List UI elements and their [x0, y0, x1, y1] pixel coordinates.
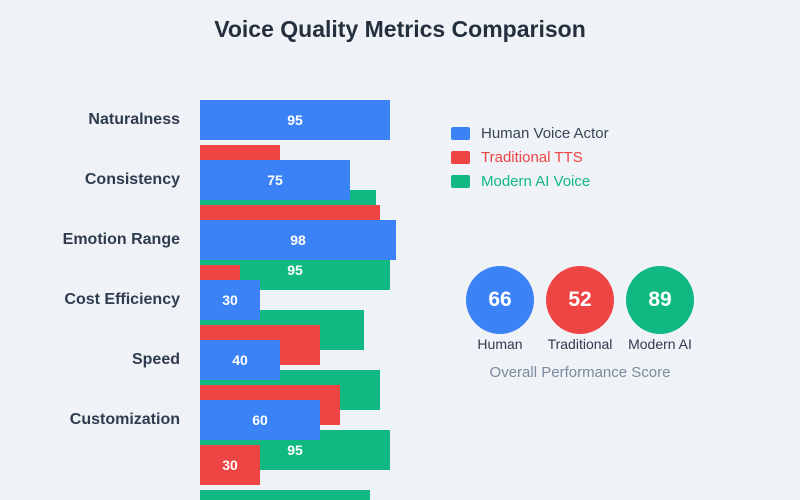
- score-label: Modern AI: [628, 336, 692, 352]
- bar-value-label: 98: [290, 232, 306, 248]
- score-circle-modern-ai: 89: [626, 266, 694, 334]
- bar-human: 95: [200, 100, 390, 140]
- bar-human: 40: [200, 340, 280, 380]
- legend-label: Modern AI Voice: [481, 172, 591, 190]
- bar-value-label: 30: [222, 457, 238, 473]
- legend-item: Traditional TTS: [451, 145, 609, 169]
- bar-human: 75: [200, 160, 350, 200]
- category-label: Cost Efficiency: [64, 291, 180, 308]
- overall-score-title: Overall Performance Score: [489, 364, 671, 381]
- category-label: Naturalness: [88, 111, 180, 128]
- legend-item: Modern AI Voice: [451, 169, 609, 193]
- category-label: Emotion Range: [62, 231, 180, 248]
- bar-value-label: 75: [267, 172, 283, 188]
- category-label: Customization: [69, 411, 180, 428]
- legend-swatch-icon: [451, 150, 470, 164]
- legend: Human Voice Actor Traditional TTS Modern A…: [451, 121, 609, 193]
- bar-human: 60: [200, 400, 320, 440]
- category-label: Consistency: [84, 171, 180, 188]
- legend-item: Human Voice Actor: [451, 121, 609, 145]
- bar-value-label: 40: [232, 352, 248, 368]
- score-circle-human: 66: [466, 266, 534, 334]
- bar-value-label: 30: [222, 292, 238, 308]
- bar-modern-ai: 85: [200, 490, 370, 500]
- legend-label: Human Voice Actor: [481, 124, 609, 142]
- bar-human: 30: [200, 280, 260, 320]
- legend-label: Traditional TTS: [481, 148, 583, 166]
- score-label: Traditional: [547, 336, 613, 352]
- bar-traditional: 30: [200, 445, 260, 485]
- chart-title: Voice Quality Metrics Comparison: [214, 16, 586, 42]
- legend-swatch-icon: [451, 174, 470, 188]
- bar-value-label: 95: [287, 262, 303, 278]
- legend-swatch-icon: [451, 126, 470, 140]
- category-label: Speed: [131, 351, 180, 368]
- score-circle-traditional: 52: [546, 266, 614, 334]
- bar-value-label: 95: [287, 442, 303, 458]
- bar-value-label: 95: [287, 112, 303, 128]
- bar-value-label: 60: [252, 412, 268, 428]
- score-label: Human: [477, 336, 523, 352]
- bar-human: 98: [200, 220, 396, 260]
